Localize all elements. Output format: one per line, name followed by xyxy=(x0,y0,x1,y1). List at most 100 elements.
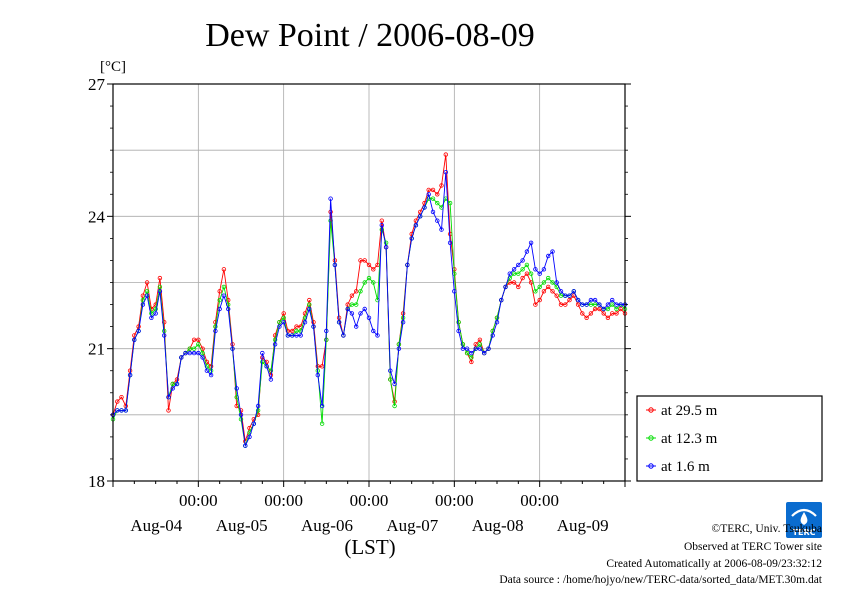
data-point xyxy=(524,271,530,276)
data-point xyxy=(503,284,508,290)
data-point xyxy=(610,311,615,316)
data-point xyxy=(477,342,483,347)
data-point xyxy=(294,333,299,338)
data-point xyxy=(238,412,244,417)
legend-marker-12-3m xyxy=(648,435,654,441)
data-point xyxy=(550,249,555,254)
data-point xyxy=(225,297,231,303)
data-point xyxy=(371,328,376,334)
data-point xyxy=(426,187,431,193)
data-point xyxy=(166,408,171,413)
data-point xyxy=(507,271,512,276)
data-point xyxy=(456,320,461,325)
data-point xyxy=(392,381,397,387)
data-point xyxy=(324,328,329,334)
x-tick-time-label: 00:00 xyxy=(435,491,474,510)
data-point xyxy=(486,346,491,351)
data-point xyxy=(533,267,538,272)
x-tick-time-label: 00:00 xyxy=(264,491,303,510)
data-point xyxy=(588,297,594,303)
data-point xyxy=(247,434,252,440)
data-point xyxy=(311,320,316,325)
data-point xyxy=(400,320,406,325)
data-point xyxy=(597,306,602,312)
data-point xyxy=(592,297,598,303)
data-point xyxy=(456,328,461,334)
data-point xyxy=(204,368,210,373)
data-point xyxy=(179,355,184,360)
x-tick-time-label: 00:00 xyxy=(179,491,218,510)
data-point xyxy=(366,315,372,320)
data-point xyxy=(196,350,201,356)
data-point xyxy=(494,315,500,320)
data-point xyxy=(345,302,350,307)
data-point xyxy=(537,284,542,290)
data-point xyxy=(136,328,141,334)
data-point xyxy=(144,293,150,298)
data-point xyxy=(362,258,367,263)
data-point xyxy=(575,297,581,303)
data-point xyxy=(558,293,564,298)
data-point xyxy=(409,236,414,241)
data-point xyxy=(298,333,303,338)
data-point xyxy=(234,386,239,391)
data-point xyxy=(349,293,355,298)
data-point xyxy=(592,302,598,307)
data-point xyxy=(546,275,551,281)
data-point xyxy=(584,315,589,320)
data-point xyxy=(541,280,547,285)
legend-label-1-6m: at 1.6 m xyxy=(661,459,710,475)
data-point xyxy=(563,302,568,307)
credit-source: Data source : /home/hojyo/new/TERC-data/… xyxy=(499,574,822,586)
data-point xyxy=(447,200,453,206)
data-point xyxy=(550,280,555,285)
data-point xyxy=(217,289,222,294)
data-point xyxy=(584,302,589,307)
data-point xyxy=(546,284,551,290)
data-point xyxy=(161,320,167,325)
data-point xyxy=(213,328,218,334)
data-point xyxy=(260,359,265,365)
data-point xyxy=(554,293,559,298)
x-tick-date-label: Aug-07 xyxy=(386,516,438,535)
data-point xyxy=(396,346,402,351)
data-point xyxy=(362,280,367,285)
data-point xyxy=(115,399,120,404)
data-point xyxy=(144,280,150,285)
data-point xyxy=(187,350,192,356)
data-point xyxy=(499,297,504,303)
data-point xyxy=(243,443,248,448)
data-point xyxy=(200,355,205,360)
data-point xyxy=(379,218,384,223)
legend-label-12-3m: at 12.3 m xyxy=(661,431,718,447)
data-point xyxy=(371,280,376,285)
terc-logo-arc xyxy=(791,508,817,517)
x-tick-date-label: Aug-04 xyxy=(130,516,182,535)
legend: at 29.5 m at 12.3 m at 1.6 m xyxy=(636,395,823,482)
data-point xyxy=(366,262,372,268)
data-point xyxy=(516,262,521,268)
data-point xyxy=(490,333,495,338)
data-point xyxy=(153,311,158,316)
data-point xyxy=(157,289,163,294)
data-point xyxy=(354,289,359,294)
data-point xyxy=(447,240,453,245)
data-point xyxy=(191,337,197,342)
legend-marker-1-6m xyxy=(648,463,654,469)
y-tick-label: 18 xyxy=(88,472,105,491)
y-tick-label: 27 xyxy=(88,75,106,94)
data-point xyxy=(366,275,372,281)
data-point xyxy=(405,262,410,268)
data-point xyxy=(161,333,167,338)
data-point xyxy=(588,302,594,307)
data-point xyxy=(132,337,137,342)
data-point xyxy=(149,311,154,316)
data-point xyxy=(183,350,188,356)
data-point xyxy=(294,324,299,329)
data-point xyxy=(524,249,530,254)
data-point xyxy=(541,289,547,294)
data-point xyxy=(567,297,572,303)
data-point xyxy=(307,306,312,312)
data-point xyxy=(435,192,440,197)
